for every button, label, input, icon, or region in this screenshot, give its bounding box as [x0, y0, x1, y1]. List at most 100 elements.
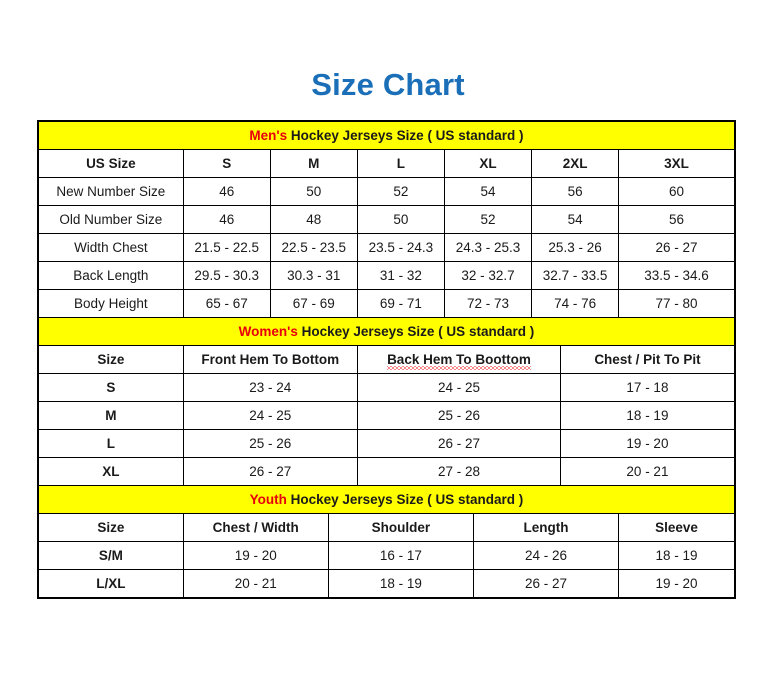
column-header-youth-2: Shoulder [327, 513, 474, 542]
table-row: M 24 - 25 25 - 26 18 - 19 [37, 401, 736, 430]
section-banner-accent-youth: Youth [249, 492, 287, 507]
cell-mens-4-5: 77 - 80 [618, 289, 736, 318]
row-label-mens-2: Width Chest [37, 233, 184, 262]
column-header-mens-4: XL [443, 149, 533, 178]
table-row: XL 26 - 27 27 - 28 20 - 21 [37, 457, 736, 486]
cell-mens-3-0: 29.5 - 30.3 [182, 261, 271, 290]
cell-womens-0-1: 24 - 25 [356, 373, 562, 402]
cell-womens-3-2: 20 - 21 [560, 457, 736, 486]
row-label-mens-3: Back Length [37, 261, 184, 290]
section-banner-text-womens: Hockey Jerseys Size ( US standard ) [297, 324, 535, 339]
cell-mens-0-2: 52 [356, 177, 445, 206]
cell-mens-4-4: 74 - 76 [531, 289, 620, 318]
cell-mens-1-5: 56 [618, 205, 736, 234]
column-header-womens-2: Back Hem To Boottom [356, 345, 562, 374]
cell-mens-2-0: 21.5 - 22.5 [182, 233, 271, 262]
page-title: Size Chart [311, 67, 465, 102]
section-banner-row-womens: Women's Hockey Jerseys Size ( US standar… [37, 317, 736, 346]
table-row: L 25 - 26 26 - 27 19 - 20 [37, 429, 736, 458]
size-chart-table-wrapper: Men's Hockey Jerseys Size ( US standard … [37, 120, 736, 599]
cell-womens-0-2: 17 - 18 [560, 373, 736, 402]
cell-womens-1-1: 25 - 26 [356, 401, 562, 430]
row-label-womens-3: XL [37, 457, 184, 486]
cell-youth-1-1: 18 - 19 [327, 569, 474, 599]
cell-mens-3-3: 32 - 32.7 [443, 261, 533, 290]
column-header-mens-3: L [356, 149, 445, 178]
table-row: New Number Size 46 50 52 54 56 60 [37, 177, 736, 206]
table-row: S/M 19 - 20 16 - 17 24 - 26 18 - 19 [37, 541, 736, 570]
section-banner-youth: Youth Hockey Jerseys Size ( US standard … [37, 485, 736, 514]
cell-mens-3-1: 30.3 - 31 [269, 261, 358, 290]
section-banner-row-mens: Men's Hockey Jerseys Size ( US standard … [37, 120, 736, 150]
cell-womens-3-1: 27 - 28 [356, 457, 562, 486]
cell-mens-1-3: 52 [443, 205, 533, 234]
cell-youth-0-2: 24 - 26 [472, 541, 620, 570]
cell-mens-2-5: 26 - 27 [618, 233, 736, 262]
row-label-womens-1: M [37, 401, 184, 430]
cell-womens-2-1: 26 - 27 [356, 429, 562, 458]
cell-mens-0-4: 56 [531, 177, 620, 206]
cell-mens-4-2: 69 - 71 [356, 289, 445, 318]
cell-youth-1-2: 26 - 27 [472, 569, 620, 599]
cell-mens-2-1: 22.5 - 23.5 [269, 233, 358, 262]
column-header-womens-0: Size [37, 345, 184, 374]
table-row: Body Height 65 - 67 67 - 69 69 - 71 72 - 73 7… [37, 289, 736, 318]
cell-mens-3-5: 33.5 - 34.6 [618, 261, 736, 290]
cell-mens-0-5: 60 [618, 177, 736, 206]
column-header-mens-2: M [269, 149, 358, 178]
row-label-mens-1: Old Number Size [37, 205, 184, 234]
row-label-youth-0: S/M [37, 541, 184, 570]
column-header-youth-3: Length [472, 513, 620, 542]
size-chart-table: Men's Hockey Jerseys Size ( US standard … [37, 120, 736, 599]
column-header-mens-0: US Size [37, 149, 184, 178]
row-label-mens-0: New Number Size [37, 177, 184, 206]
cell-womens-1-0: 24 - 25 [182, 401, 358, 430]
column-header-youth-0: Size [37, 513, 184, 542]
section-banner-mens: Men's Hockey Jerseys Size ( US standard … [37, 120, 736, 150]
cell-mens-0-3: 54 [443, 177, 533, 206]
cell-womens-3-0: 26 - 27 [182, 457, 358, 486]
cell-mens-4-1: 67 - 69 [269, 289, 358, 318]
cell-womens-2-0: 25 - 26 [182, 429, 358, 458]
section-banner-text-mens: Hockey Jerseys Size ( US standard ) [287, 128, 524, 143]
table-row: Width Chest 21.5 - 22.5 22.5 - 23.5 23.5 - … [37, 233, 736, 262]
table-row: L/XL 20 - 21 18 - 19 26 - 27 19 - 20 [37, 569, 736, 599]
column-header-youth-4: Sleeve [618, 513, 736, 542]
size-chart-table-body: Men's Hockey Jerseys Size ( US standard … [37, 120, 736, 599]
cell-youth-1-3: 19 - 20 [618, 569, 736, 599]
column-header-mens-5: 2XL [531, 149, 620, 178]
cell-womens-2-2: 19 - 20 [560, 429, 736, 458]
row-label-youth-1: L/XL [37, 569, 184, 599]
section-banner-row-youth: Youth Hockey Jerseys Size ( US standard … [37, 485, 736, 514]
section-banner-womens: Women's Hockey Jerseys Size ( US standar… [37, 317, 736, 346]
cell-mens-1-1: 48 [269, 205, 358, 234]
column-header-row-mens: US Size S M L XL 2XL 3XL [37, 149, 736, 178]
column-header-womens-3: Chest / Pit To Pit [560, 345, 736, 374]
cell-mens-3-2: 31 - 32 [356, 261, 445, 290]
column-header-mens-1: S [182, 149, 271, 178]
cell-mens-2-4: 25.3 - 26 [531, 233, 620, 262]
table-row: Old Number Size 46 48 50 52 54 56 [37, 205, 736, 234]
cell-mens-2-3: 24.3 - 25.3 [443, 233, 533, 262]
column-header-womens-1: Front Hem To Bottom [182, 345, 358, 374]
column-header-mens-6: 3XL [618, 149, 736, 178]
row-label-womens-2: L [37, 429, 184, 458]
cell-mens-1-0: 46 [182, 205, 271, 234]
cell-mens-3-4: 32.7 - 33.5 [531, 261, 620, 290]
cell-mens-4-3: 72 - 73 [443, 289, 533, 318]
cell-youth-1-0: 20 - 21 [182, 569, 329, 599]
section-banner-text-youth: Hockey Jerseys Size ( US standard ) [286, 492, 524, 507]
row-label-mens-4: Body Height [37, 289, 184, 318]
cell-youth-0-1: 16 - 17 [327, 541, 474, 570]
cell-womens-1-2: 18 - 19 [560, 401, 736, 430]
row-label-womens-0: S [37, 373, 184, 402]
cell-mens-0-0: 46 [182, 177, 271, 206]
cell-mens-0-1: 50 [269, 177, 358, 206]
spellcheck-underline-icon: Back Hem To Boottom [387, 352, 531, 370]
cell-youth-0-3: 18 - 19 [618, 541, 736, 570]
table-row: Back Length 29.5 - 30.3 30.3 - 31 31 - 32 32… [37, 261, 736, 290]
cell-mens-2-2: 23.5 - 24.3 [356, 233, 445, 262]
column-header-row-womens: Size Front Hem To Bottom Back Hem To Boott… [37, 345, 736, 374]
column-header-row-youth: Size Chest / Width Shoulder Length Sleeve [37, 513, 736, 542]
